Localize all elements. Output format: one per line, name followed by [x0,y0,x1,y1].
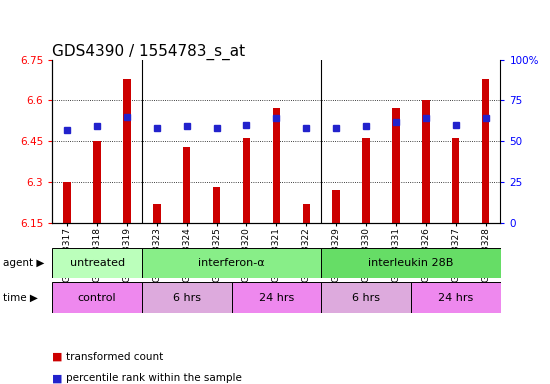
Text: transformed count: transformed count [66,352,163,362]
Text: ■: ■ [52,352,63,362]
Text: agent ▶: agent ▶ [3,258,44,268]
Bar [411,282,501,313]
Bar [321,282,411,313]
Text: control: control [78,293,117,303]
Bar [183,147,190,223]
Bar [213,187,221,223]
Bar [332,190,340,223]
Bar [482,79,490,223]
Bar [123,79,131,223]
Bar [273,109,280,223]
Bar [52,282,142,313]
Text: percentile rank within the sample: percentile rank within the sample [66,373,242,383]
Text: 6 hrs: 6 hrs [173,293,201,303]
Bar [452,138,459,223]
Bar [153,204,161,223]
Text: ■: ■ [52,373,63,383]
Text: interferon-α: interferon-α [198,258,265,268]
Text: untreated: untreated [69,258,125,268]
Text: time ▶: time ▶ [3,293,37,303]
Bar [94,141,101,223]
Bar [321,248,500,278]
Bar [422,100,430,223]
Text: GDS4390 / 1554783_s_at: GDS4390 / 1554783_s_at [52,43,245,60]
Text: interleukin 28B: interleukin 28B [368,258,454,268]
Bar [302,204,310,223]
Text: 6 hrs: 6 hrs [352,293,380,303]
Bar [142,282,232,313]
Bar [392,109,400,223]
Bar [232,282,321,313]
Text: 24 hrs: 24 hrs [258,293,294,303]
Text: 24 hrs: 24 hrs [438,293,474,303]
Bar [52,248,142,278]
Bar [362,138,370,223]
Bar [63,182,71,223]
Bar [142,248,321,278]
Bar [243,138,250,223]
